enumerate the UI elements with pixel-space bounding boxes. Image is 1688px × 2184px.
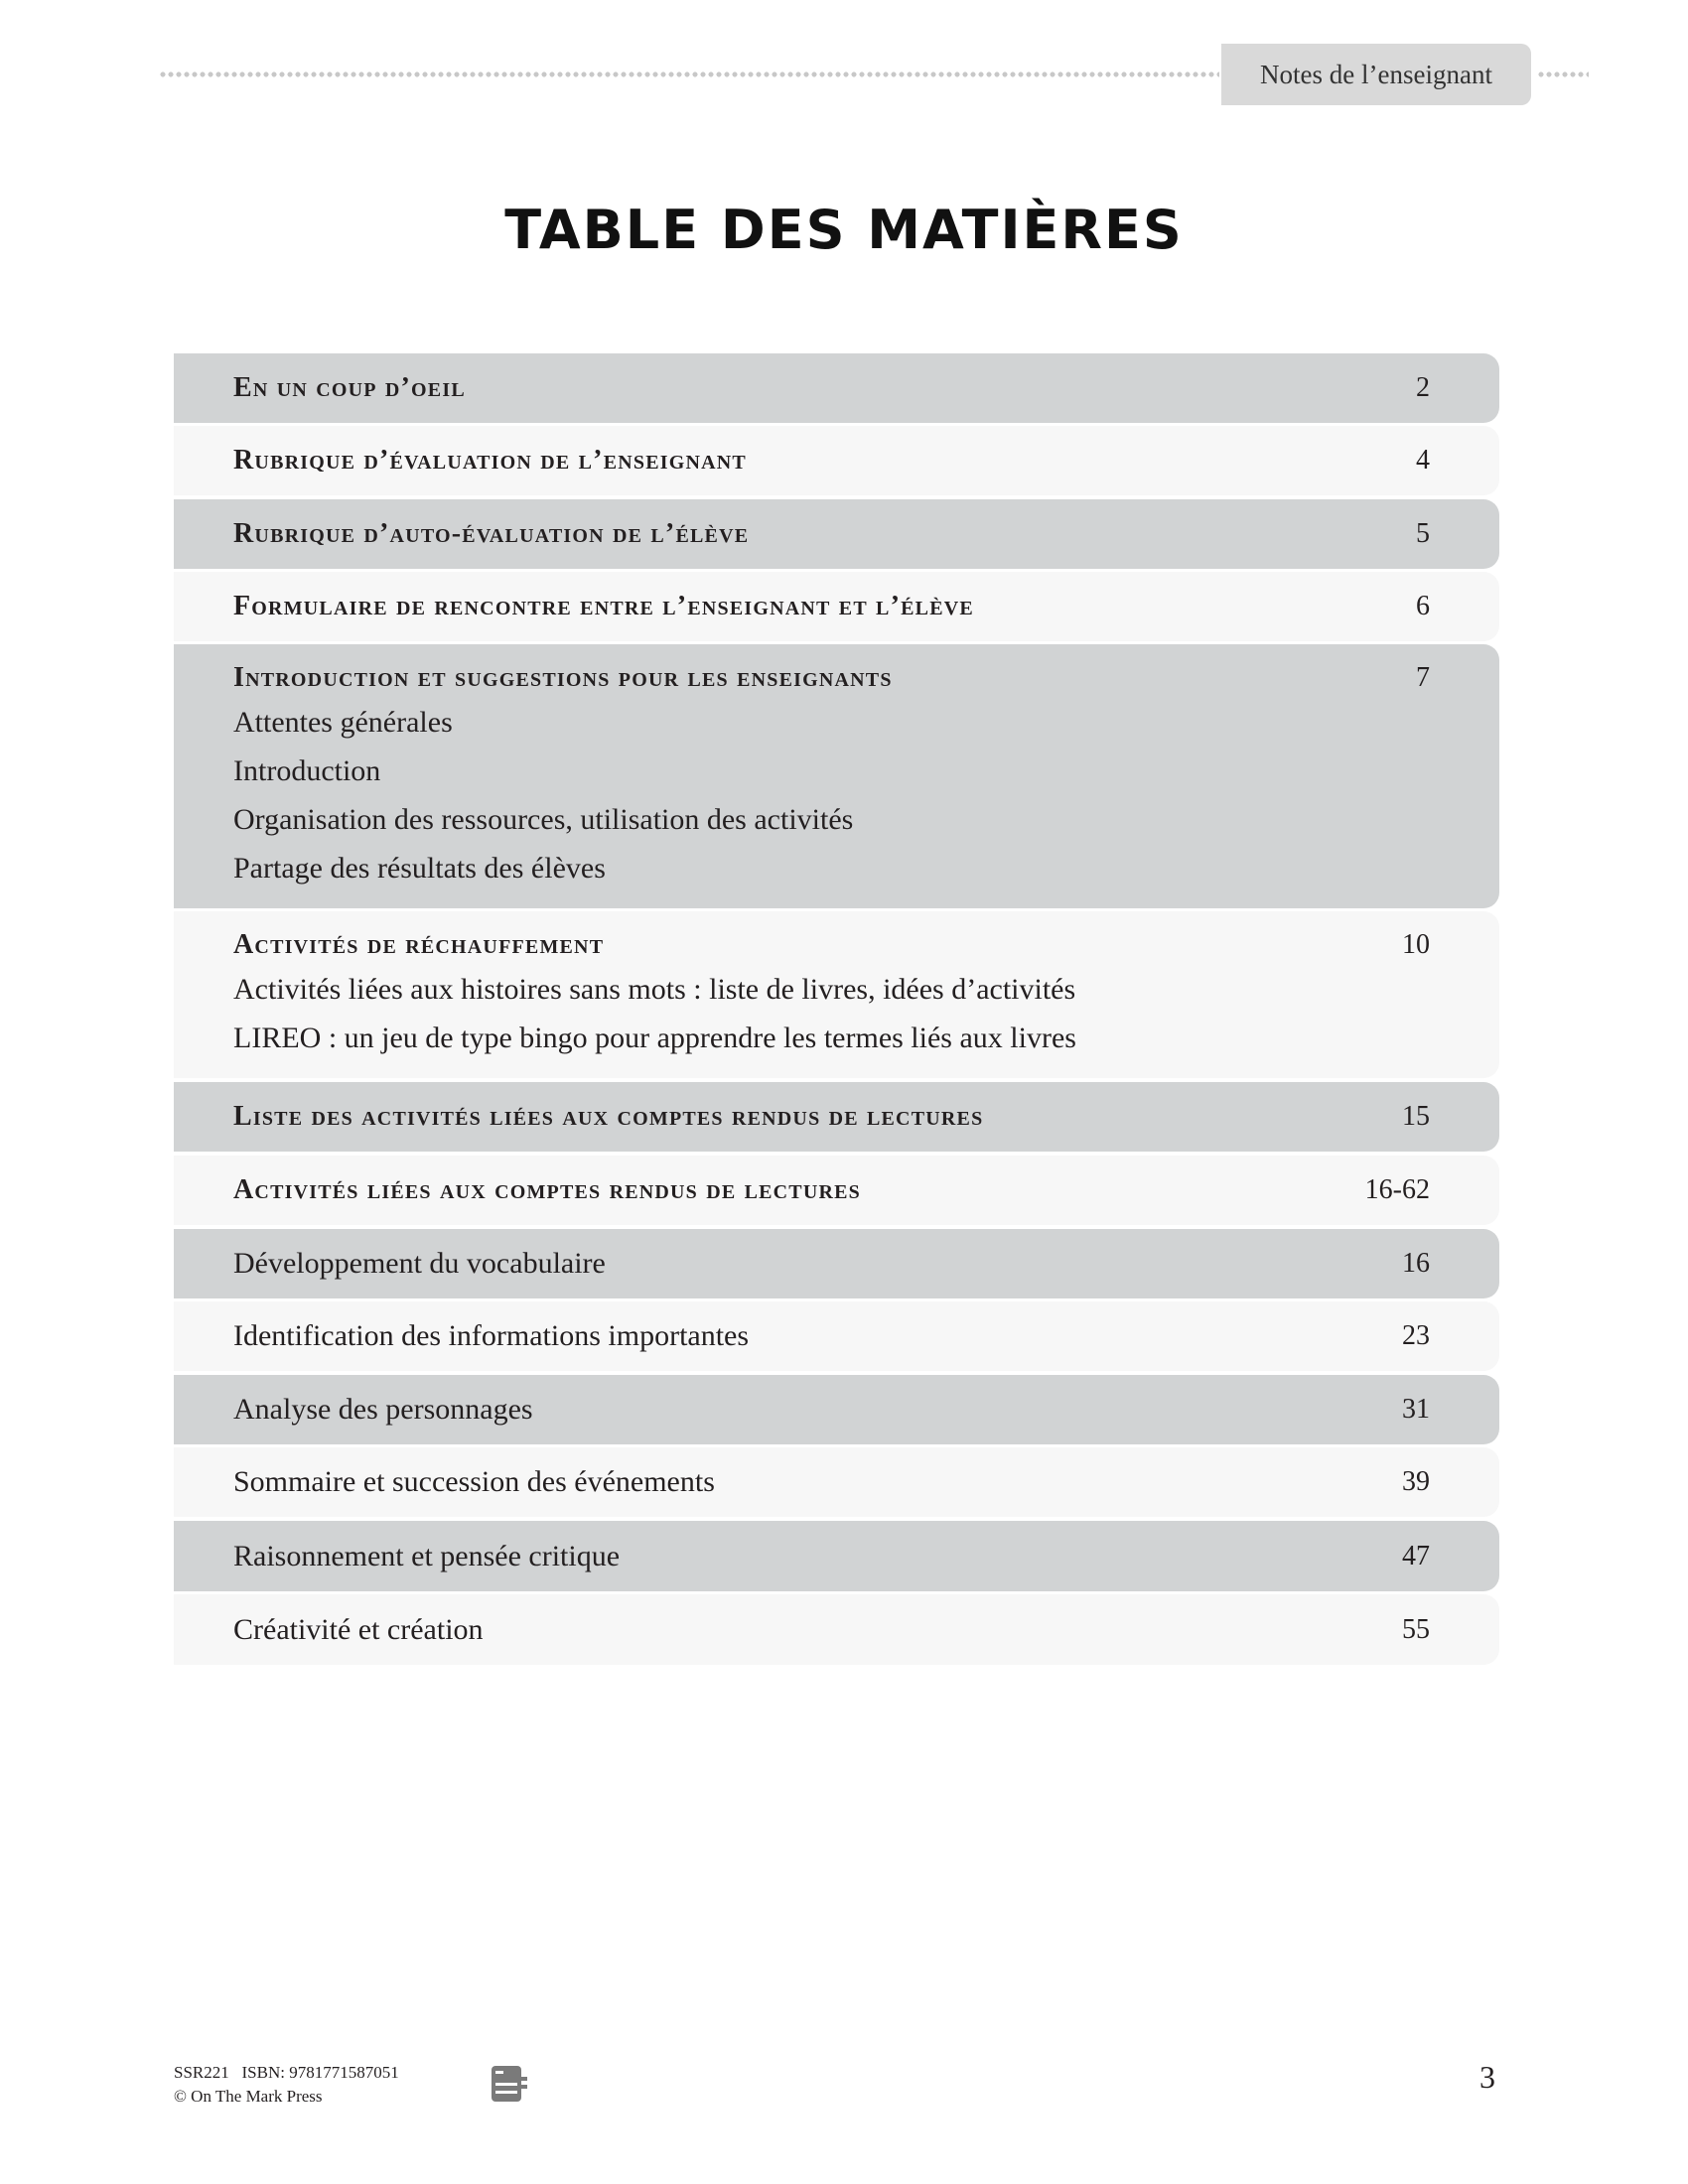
toc-entry-page: 7: [1416, 662, 1430, 693]
toc-entry[interactable]: Analyse des personnages 31: [174, 1375, 1499, 1444]
toc-entry-label: Créativité et création: [233, 1612, 484, 1646]
page-title: TABLE DES MATIÈRES: [504, 199, 1184, 261]
isbn: ISBN: 9781771587051: [241, 2063, 399, 2082]
toc-entry-line: Développement du vocabulaire 16: [233, 1247, 1430, 1281]
toc-entry-line: Raisonnement et pensée critique 47: [233, 1540, 1430, 1573]
toc-subitem: Introduction: [233, 754, 381, 787]
toc-entry-label: Développement du vocabulaire: [233, 1247, 606, 1280]
toc-entry[interactable]: Activités liées aux comptes rendus de le…: [174, 1156, 1499, 1225]
toc-entry-line: Activités liées aux comptes rendus de le…: [233, 1174, 1430, 1206]
toc-entry-label: Sommaire et succession des événements: [233, 1465, 715, 1498]
toc-entry-label: Analyse des personnages: [233, 1393, 533, 1426]
toc-entry-line: Rubrique d’évaluation de l’enseignant 4: [233, 445, 1430, 477]
toc-entry[interactable]: En un coup d’oeil 2: [174, 353, 1499, 423]
toc-entry-label: Rubrique d’évaluation de l’enseignant: [233, 445, 747, 476]
toc-entry-line: En un coup d’oeil 2: [233, 372, 1430, 404]
toc-entry-line: Identification des informations importan…: [233, 1319, 1430, 1353]
toc-entry[interactable]: Créativité et création 55: [174, 1594, 1499, 1665]
toc-entry-page: 31: [1402, 1394, 1430, 1425]
toc-entry[interactable]: Formulaire de rencontre entre l’enseigna…: [174, 572, 1499, 641]
toc-entry-line: Introduction et suggestions pour les ens…: [233, 658, 1430, 698]
toc-entry-label: Introduction et suggestions pour les ens…: [233, 662, 893, 693]
toc-entry-page: 55: [1402, 1613, 1430, 1645]
section-tab-label: Notes de l’enseignant: [1260, 59, 1492, 89]
toc-entry[interactable]: Raisonnement et pensée critique 47: [174, 1521, 1499, 1591]
toc-entry-label: Activités de réchauffement: [233, 929, 605, 960]
toc-entry-label: Identification des informations importan…: [233, 1319, 750, 1352]
toc-entry-line: Créativité et création 55: [233, 1613, 1430, 1647]
page-number: 3: [1479, 2059, 1495, 2095]
toc-entry[interactable]: Activités de réchauffement 10 Activités li…: [174, 911, 1499, 1078]
toc-entry-page: 2: [1416, 372, 1430, 403]
toc-entry-page: 15: [1402, 1101, 1430, 1132]
header-dotted-rule-right: [1537, 71, 1589, 77]
footer-info: SSR221 ISBN: 9781771587051 © On The Mark…: [174, 2061, 399, 2109]
toc-entry[interactable]: Développement du vocabulaire 16: [174, 1229, 1499, 1298]
toc-entry-line: Analyse des personnages 31: [233, 1393, 1430, 1427]
toc-entry-line: Sommaire et succession des événements 39: [233, 1465, 1430, 1499]
toc-entry-page: 10: [1402, 929, 1430, 960]
toc-entry-page: 16-62: [1364, 1174, 1430, 1205]
toc-entry-label: En un coup d’oeil: [233, 372, 466, 403]
toc-entry-label: Rubrique d’auto-évaluation de l’élève: [233, 518, 750, 549]
product-code: SSR221: [174, 2063, 229, 2082]
toc-entry-page: 16: [1402, 1248, 1430, 1279]
toc-entry[interactable]: Introduction et suggestions pour les ens…: [174, 644, 1499, 908]
toc-entry-line: Rubrique d’auto-évaluation de l’élève 5: [233, 518, 1430, 550]
toc-subitem: Activités liées aux histoires sans mots …: [233, 973, 1076, 1006]
toc-entry[interactable]: Liste des activités liées aux comptes re…: [174, 1082, 1499, 1152]
toc-entry-label: Formulaire de rencontre entre l’enseigna…: [233, 591, 974, 621]
toc-entry-page: 6: [1416, 591, 1430, 621]
toc-entry[interactable]: Sommaire et succession des événements 39: [174, 1447, 1499, 1517]
toc-entry-page: 5: [1416, 518, 1430, 549]
toc-subitem: Attentes générales: [233, 706, 453, 739]
toc-subitem: LIREO : un jeu de type bingo pour appren…: [233, 1022, 1076, 1054]
toc-subitem: Organisation des ressources, utilisation…: [233, 803, 854, 836]
toc-entry-page: 47: [1402, 1540, 1430, 1571]
toc-entry[interactable]: Rubrique d’évaluation de l’enseignant 4: [174, 426, 1499, 495]
toc-entry[interactable]: Rubrique d’auto-évaluation de l’élève 5: [174, 499, 1499, 569]
toc-entry-line: Activités de réchauffement 10: [233, 925, 1430, 965]
section-tab: Notes de l’enseignant: [1221, 44, 1531, 105]
toc-subitem: Partage des résultats des élèves: [233, 852, 606, 885]
toc-entry-label: Raisonnement et pensée critique: [233, 1539, 621, 1572]
toc-entry-line: Formulaire de rencontre entre l’enseigna…: [233, 591, 1430, 622]
toc-entry-label: Activités liées aux comptes rendus de le…: [233, 1174, 862, 1205]
copyright: © On The Mark Press: [174, 2087, 323, 2106]
teacher-notes-icon: [492, 2066, 527, 2102]
toc-entry-page: 39: [1402, 1466, 1430, 1497]
toc-entry-line: Liste des activités liées aux comptes re…: [233, 1101, 1430, 1133]
toc-entry[interactable]: Identification des informations importan…: [174, 1301, 1499, 1371]
toc-entry-page: 23: [1402, 1320, 1430, 1351]
header-dotted-rule-left: [159, 71, 1219, 77]
toc-entry-label: Liste des activités liées aux comptes re…: [233, 1101, 984, 1132]
toc-entry-page: 4: [1416, 445, 1430, 476]
